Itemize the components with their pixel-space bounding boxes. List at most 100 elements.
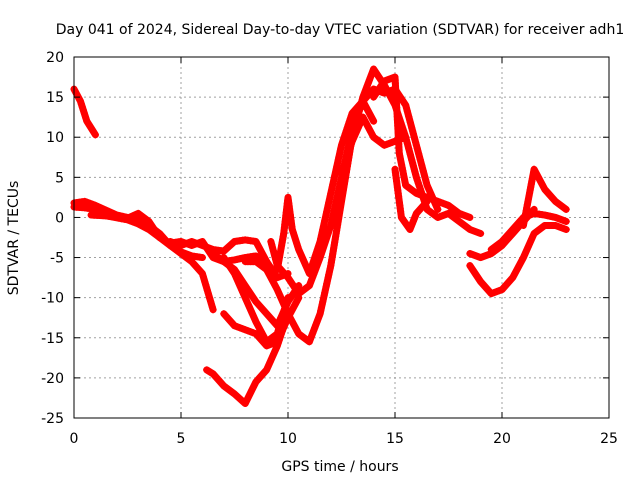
- data-point: [333, 191, 341, 199]
- data-point: [402, 133, 410, 141]
- data-point: [321, 286, 329, 294]
- x-tick-label: 20: [493, 431, 511, 447]
- data-point: [335, 182, 343, 190]
- data-point: [320, 292, 328, 300]
- y-tick-label: 10: [46, 130, 64, 146]
- x-tick-label: 25: [600, 431, 618, 447]
- data-point: [323, 280, 331, 288]
- data-point: [334, 188, 342, 196]
- data-point: [328, 215, 336, 223]
- data-point: [329, 209, 337, 217]
- data-point: [337, 144, 345, 152]
- data-point: [331, 171, 339, 179]
- data-point: [325, 268, 333, 276]
- data-point: [319, 225, 327, 233]
- data-point: [327, 218, 335, 226]
- data-point: [323, 204, 331, 212]
- axis-ticks: 0 5 10 15 20 25 -25 -20 -15 -10 -5 0 5 10 15 20: [41, 50, 618, 447]
- data-point: [332, 197, 340, 205]
- data-point: [329, 212, 337, 220]
- series-arc-01: [70, 85, 99, 139]
- data-point: [331, 168, 339, 176]
- data-point: [337, 176, 345, 184]
- data-point: [317, 307, 325, 315]
- data-point: [325, 195, 333, 203]
- data-point: [327, 221, 335, 229]
- data-point: [324, 201, 332, 209]
- data-point: [268, 241, 276, 249]
- y-axis-title: SDTVAR / TECUs: [6, 181, 22, 296]
- series-arc-14: [370, 73, 474, 221]
- y-tick-label: -25: [41, 411, 64, 427]
- data-point: [284, 294, 292, 302]
- y-tick-label: 0: [55, 210, 64, 226]
- data-point: [322, 210, 330, 218]
- data-point: [562, 205, 570, 213]
- x-tick-label: 15: [386, 431, 404, 447]
- data-point: [331, 203, 339, 211]
- data-point: [333, 159, 341, 167]
- data-point: [434, 205, 442, 213]
- data-point: [316, 310, 324, 318]
- data-point: [423, 197, 431, 205]
- y-tick-label: 15: [46, 90, 64, 106]
- data-point: [318, 228, 326, 236]
- data-point: [322, 283, 330, 291]
- data-point: [267, 238, 275, 246]
- y-tick-label: 20: [46, 50, 64, 66]
- x-tick-label: 0: [70, 431, 79, 447]
- data-point: [270, 250, 278, 258]
- data-point: [336, 179, 344, 187]
- series-arc-15: [391, 165, 431, 233]
- data-point: [325, 271, 333, 279]
- x-axis-title: GPS time / hours: [281, 459, 398, 475]
- series-arc-05: [166, 236, 292, 282]
- data-point: [268, 244, 276, 252]
- data-point: [321, 216, 329, 224]
- data-point: [323, 277, 331, 285]
- plot-frame: [73, 56, 610, 419]
- data-point: [317, 304, 325, 312]
- data-series-layer: [70, 65, 570, 408]
- data-point: [324, 274, 332, 282]
- data-point: [198, 254, 206, 262]
- data-point: [327, 189, 335, 197]
- data-point: [330, 206, 338, 214]
- data-point: [321, 289, 329, 297]
- x-tick-label: 10: [279, 431, 297, 447]
- series-arc-19: [519, 165, 570, 229]
- series-arc-13: [338, 113, 410, 177]
- data-point: [328, 183, 336, 191]
- data-point: [333, 162, 341, 170]
- data-point: [477, 229, 485, 237]
- data-point: [319, 298, 327, 306]
- data-point: [466, 213, 474, 221]
- y-tick-label: -5: [50, 251, 64, 267]
- data-point: [269, 247, 277, 255]
- data-point: [317, 231, 325, 239]
- data-point: [209, 306, 217, 314]
- data-point: [318, 301, 326, 309]
- data-point: [330, 174, 338, 182]
- data-point: [317, 235, 325, 243]
- data-point: [326, 265, 334, 273]
- data-point: [332, 165, 340, 173]
- data-point: [319, 222, 327, 230]
- data-point: [333, 194, 341, 202]
- data-point: [562, 217, 570, 225]
- data-point: [370, 117, 378, 125]
- data-point: [335, 150, 343, 158]
- data-point: [335, 153, 343, 161]
- data-point: [321, 213, 329, 221]
- data-point: [319, 295, 327, 303]
- data-point: [336, 147, 344, 155]
- x-tick-label: 5: [177, 431, 186, 447]
- y-tick-label: -20: [41, 371, 64, 387]
- data-point: [325, 198, 333, 206]
- y-tick-label: 5: [55, 170, 64, 186]
- chart-title: Day 041 of 2024, Sidereal Day-to-day VTE…: [56, 22, 624, 38]
- data-point: [323, 207, 331, 215]
- data-point: [562, 225, 570, 233]
- data-point: [334, 156, 342, 164]
